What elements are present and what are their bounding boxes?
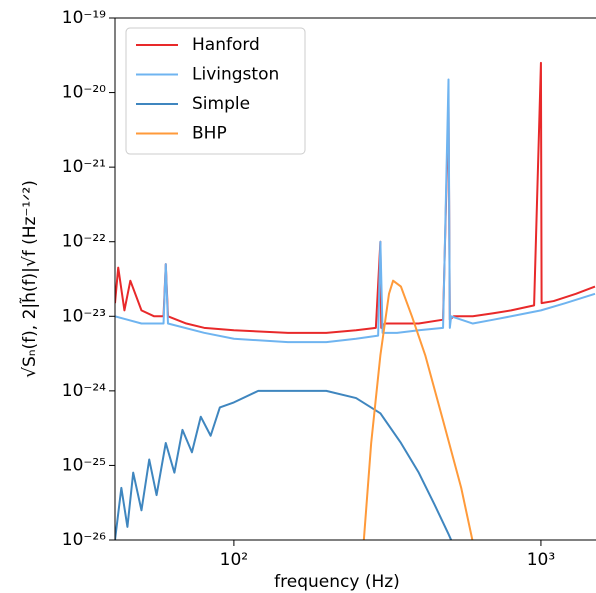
legend-label: Livingston	[192, 65, 279, 85]
series-line	[115, 78, 596, 344]
x-axis-label: frequency (Hz)	[274, 572, 400, 592]
legend-label: BHP	[192, 124, 227, 144]
y-axis-label: √Sₙ(f), 2|h̃(f)|√f (Hz⁻¹ᐟ²)	[19, 180, 40, 378]
x-tick-label: 10²	[220, 550, 248, 570]
plot-area	[115, 61, 596, 540]
y-tick-label: 10⁻²¹	[62, 157, 106, 177]
y-tick-label: 10⁻²⁵	[62, 455, 106, 475]
x-tick-label: 10³	[527, 550, 555, 570]
legend-label: Simple	[192, 94, 250, 114]
y-tick-label: 10⁻²⁴	[62, 381, 106, 401]
y-tick-label: 10⁻²⁶	[62, 530, 106, 550]
series-line	[115, 389, 453, 540]
y-tick-label: 10⁻²²	[62, 232, 106, 252]
legend-box	[125, 27, 306, 155]
y-tick-label: 10⁻²⁰	[62, 83, 106, 103]
y-tick-label: 10⁻¹⁹	[62, 8, 106, 28]
legend-label: Hanford	[192, 35, 260, 55]
y-tick-label: 10⁻²³	[62, 306, 106, 326]
series-line	[362, 279, 474, 540]
